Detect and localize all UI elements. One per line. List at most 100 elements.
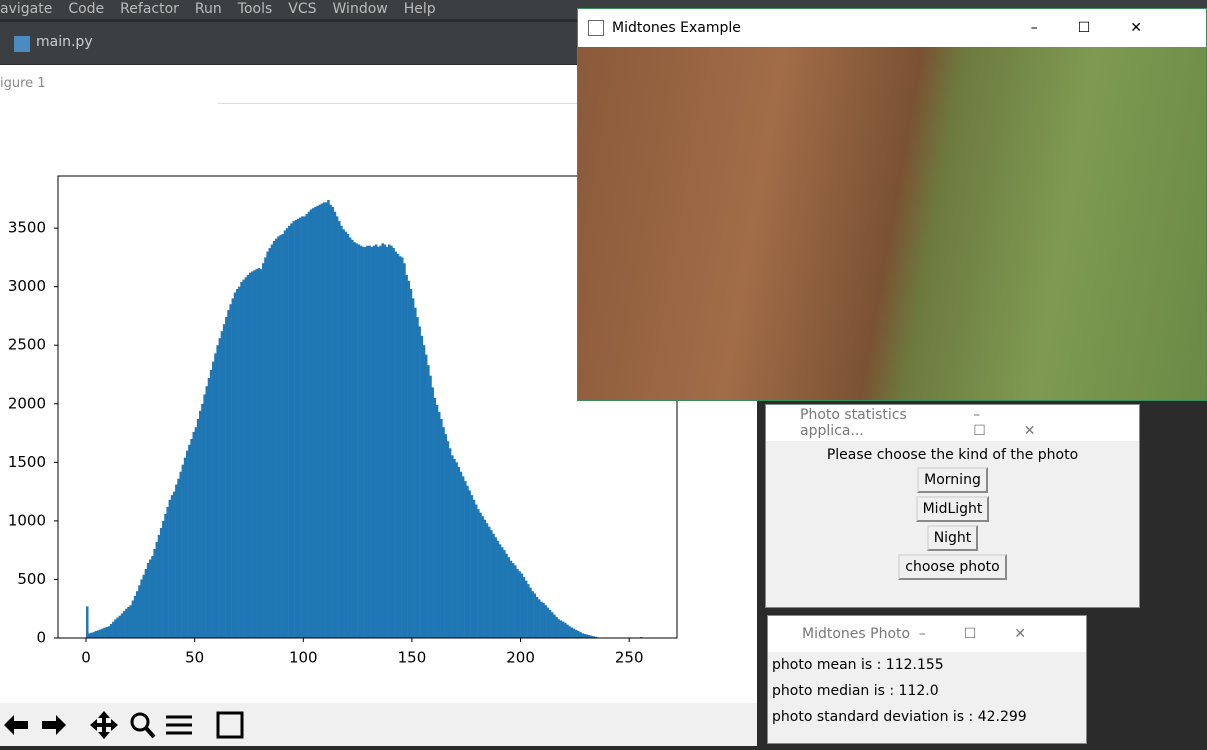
bar <box>403 263 405 638</box>
bar <box>297 219 299 638</box>
stat-line: photo median is : 112.0 <box>772 678 1086 704</box>
bar <box>395 252 397 638</box>
menu-item[interactable]: Refactor <box>120 0 179 19</box>
bar <box>501 547 503 638</box>
bar <box>440 419 442 638</box>
tab[interactable]: main.py <box>36 34 93 50</box>
save-button[interactable] <box>218 713 242 737</box>
bar <box>103 628 105 638</box>
bar <box>349 237 351 638</box>
bar <box>249 273 251 638</box>
bar <box>453 459 455 638</box>
bar <box>192 432 194 638</box>
bar <box>447 441 449 638</box>
window-controls[interactable]: –☐✕ <box>1031 20 1182 36</box>
bar <box>321 204 323 638</box>
x-tick-label: 150 <box>398 649 427 667</box>
bar <box>147 563 149 638</box>
bar <box>143 575 145 638</box>
zoom-button[interactable] <box>132 714 148 730</box>
window-controls[interactable]: –☐✕ <box>973 407 1117 439</box>
bar <box>373 246 375 638</box>
bar <box>375 245 377 638</box>
menu-item[interactable]: Help <box>404 0 436 19</box>
menu-item[interactable]: Run <box>195 0 222 19</box>
bar <box>99 630 101 638</box>
menu-item[interactable]: Tools <box>238 0 273 19</box>
bar <box>188 445 190 638</box>
forward-button[interactable] <box>42 715 66 735</box>
bar <box>208 378 210 638</box>
bar <box>316 206 318 638</box>
bar <box>314 207 316 638</box>
title-bar: Midtones Photo –☐✕ <box>768 616 1086 652</box>
bar <box>177 479 179 638</box>
bar <box>449 448 451 638</box>
bar <box>186 451 188 638</box>
bar <box>558 619 560 638</box>
bar <box>471 495 473 638</box>
bar <box>86 606 88 638</box>
bar <box>486 523 488 638</box>
menu-item[interactable]: VCS <box>288 0 316 19</box>
bar <box>216 345 218 638</box>
menu-item[interactable]: Window <box>333 0 388 19</box>
bar <box>586 634 588 638</box>
bar <box>475 504 477 638</box>
bar <box>212 362 214 638</box>
bar <box>221 331 223 638</box>
pan-button[interactable] <box>90 711 118 739</box>
stats-window: Photo statistics applica... –☐✕ Please c… <box>765 404 1140 608</box>
button[interactable]: choose photo <box>898 554 1006 580</box>
buttons: Morning MidLight Night choose photo <box>766 467 1139 580</box>
y-tick-label: 500 <box>17 570 46 588</box>
bar <box>229 304 231 638</box>
bar <box>156 542 158 638</box>
bar <box>584 634 586 638</box>
bar <box>108 626 110 638</box>
bar <box>518 571 520 638</box>
bar <box>512 563 514 638</box>
bar <box>234 293 236 638</box>
bar <box>479 513 481 638</box>
bar <box>190 439 192 638</box>
window-title: Photo statistics applica... <box>800 407 973 439</box>
bar <box>397 254 399 638</box>
bar <box>145 569 147 638</box>
bar <box>562 622 564 638</box>
bar <box>301 216 303 638</box>
bar <box>358 245 360 638</box>
bar <box>497 541 499 638</box>
stat-line: photo mean is : 112.155 <box>772 652 1086 678</box>
config-button[interactable] <box>166 717 192 733</box>
bar <box>438 412 440 638</box>
button[interactable]: Morning <box>917 467 988 493</box>
menu-item[interactable]: Code <box>68 0 104 19</box>
bar <box>423 345 425 638</box>
bar <box>119 616 121 638</box>
bar <box>347 234 349 638</box>
bar <box>262 263 264 638</box>
bar <box>427 365 429 638</box>
bar <box>575 630 577 638</box>
bar <box>540 602 542 638</box>
bar <box>136 591 138 638</box>
menu-item[interactable]: avigate <box>0 0 52 19</box>
bar <box>325 202 327 638</box>
button[interactable]: Night <box>927 525 979 551</box>
bar <box>466 486 468 638</box>
bar <box>399 256 401 638</box>
window-controls[interactable]: –☐✕ <box>919 626 1064 642</box>
button[interactable]: MidLight <box>916 496 990 522</box>
bar <box>179 472 181 638</box>
bar <box>201 404 203 638</box>
bar <box>531 591 533 638</box>
bar <box>184 458 186 638</box>
bar <box>310 209 312 638</box>
bar <box>312 208 314 638</box>
back-button[interactable] <box>4 715 28 735</box>
bar <box>319 205 321 638</box>
bar <box>542 603 544 638</box>
bar <box>206 386 208 638</box>
